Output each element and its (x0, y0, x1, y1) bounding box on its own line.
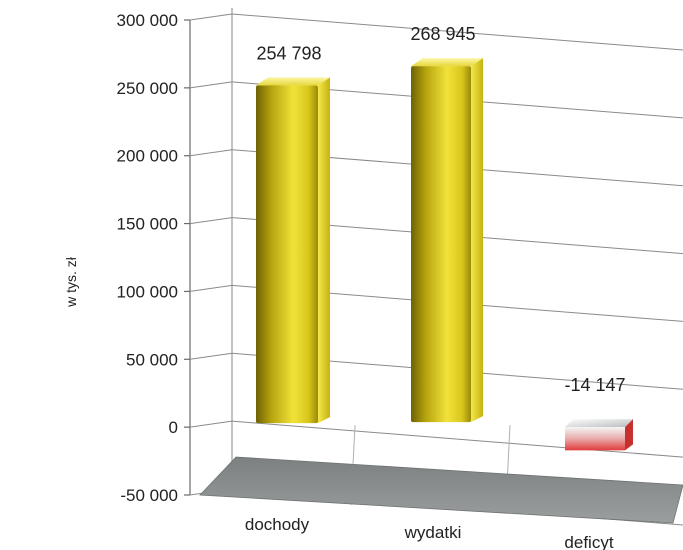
bar-top (411, 58, 483, 67)
bar-side (625, 419, 633, 451)
bar-top (256, 77, 330, 86)
bar-top (565, 419, 633, 428)
y-axis-label: w tys. zł (63, 256, 79, 308)
gridline (231, 420, 683, 458)
bar-front (256, 85, 318, 424)
data-label: -14 147 (564, 375, 625, 395)
floor-layer (199, 456, 683, 524)
y-tick-label: 100 000 (117, 282, 178, 301)
x-tick-label: dochody (245, 515, 310, 534)
y-tick-label: 300 000 (117, 11, 178, 30)
data-labels: 254 798 268 945 -14 147 (256, 24, 625, 395)
chart-floor (199, 456, 683, 524)
bar (411, 58, 483, 423)
bar-side (318, 77, 330, 424)
gridline-connector (189, 352, 233, 360)
bars-layer (256, 58, 633, 451)
y-tick-label: 250 000 (117, 79, 178, 98)
data-label: 268 945 (410, 24, 475, 44)
y-tick-label: 0 (169, 418, 178, 437)
bar (565, 419, 633, 451)
gridline (231, 13, 683, 51)
y-tick-label: -50 000 (120, 486, 178, 505)
x-tick-labels: dochody wydatki deficyt (245, 515, 614, 550)
y-tick-label: 200 000 (117, 147, 178, 166)
data-label: 254 798 (256, 43, 321, 63)
bar-front (411, 66, 471, 423)
gridline-connector (189, 217, 233, 225)
bar-front (565, 427, 625, 451)
y-tick-labels: 300 000 250 000 200 000 150 000 100 000 50 00… (117, 11, 178, 505)
gridline-connector (189, 149, 233, 157)
gridline-connector (189, 81, 233, 89)
x-tick-label: deficyt (564, 533, 613, 550)
x-tick-label: wydatki (404, 523, 462, 542)
gridline-connector (189, 420, 233, 428)
bar-side (471, 58, 483, 423)
y-tick-label: 150 000 (117, 215, 178, 234)
y-tick-label: 50 000 (126, 350, 178, 369)
gridline-connector (189, 13, 233, 21)
bar (256, 77, 330, 424)
gridline-connector (189, 284, 233, 292)
